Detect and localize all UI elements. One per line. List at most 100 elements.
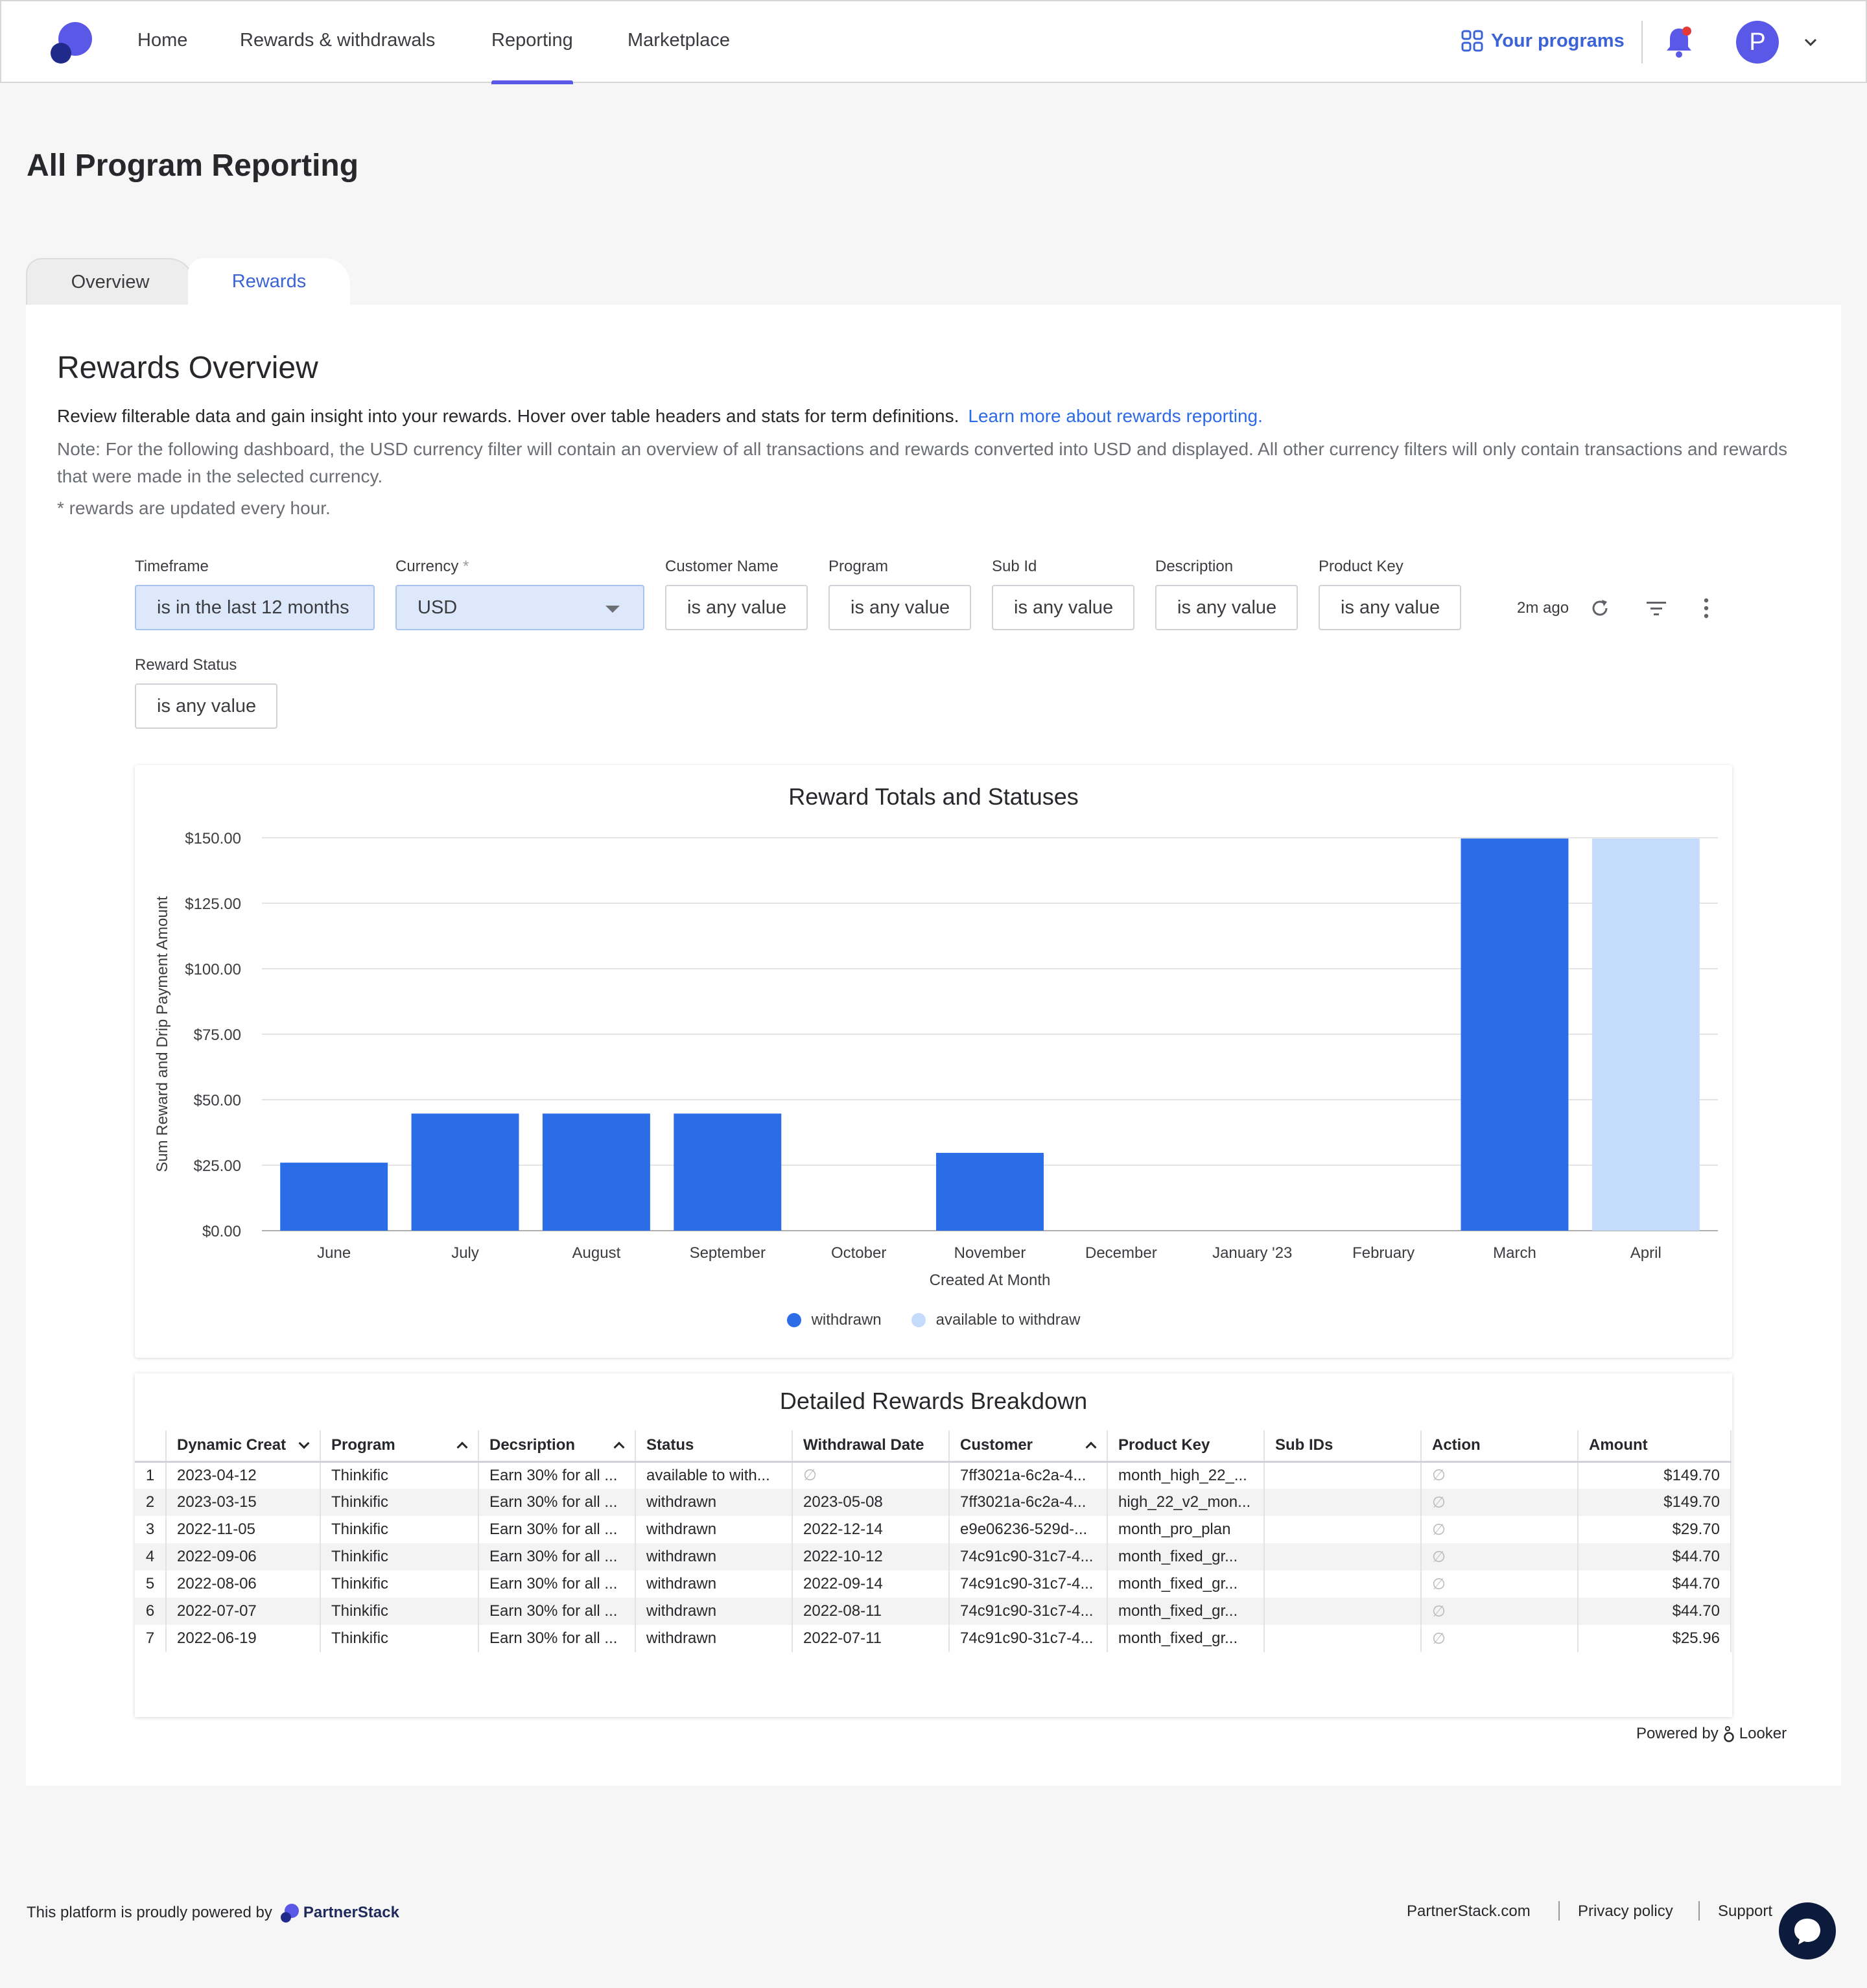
col-program[interactable]: Program (320, 1430, 479, 1463)
chat-button[interactable] (1779, 1902, 1836, 1959)
table-cell: Earn 30% for all ... (478, 1625, 636, 1652)
y-tick-label: $25.00 (194, 1157, 241, 1175)
reward-status-label: Reward Status (135, 656, 237, 674)
table-cell: 2022-06-19 (166, 1625, 321, 1652)
bar-withdrawn (674, 1113, 782, 1231)
table-cell: Thinkific (320, 1516, 479, 1543)
bell-icon[interactable] (1665, 26, 1693, 58)
currency-value: USD (417, 597, 458, 618)
table-cell: 74c91c90-31c7-4... (949, 1543, 1108, 1570)
nav-reporting[interactable]: Reporting (491, 30, 573, 84)
nav-divider (1641, 21, 1643, 64)
table-cell: Thinkific (320, 1625, 479, 1652)
reward-totals-chart: Reward Totals and Statuses $0.00 $25.00 $5… (135, 765, 1732, 1358)
x-tick-label: March (1493, 1244, 1536, 1262)
description-filter[interactable]: is any value (1155, 585, 1298, 630)
col-customer[interactable]: Customer (949, 1430, 1108, 1463)
table-cell: Thinkific (320, 1570, 479, 1598)
table-title: Detailed Rewards Breakdown (779, 1388, 1088, 1414)
footer-powered: This platform is proudly powered by Part… (27, 1902, 399, 1923)
program-filter[interactable]: is any value (828, 585, 971, 630)
y-tick-label: $100.00 (185, 961, 241, 978)
row-index: 5 (135, 1570, 167, 1598)
customer-name-filter[interactable]: is any value (665, 585, 808, 630)
bar-withdrawn (1461, 838, 1569, 1231)
table-cell: Thinkific (320, 1461, 479, 1489)
timeframe-label: Timeframe (135, 558, 209, 575)
tab-rewards[interactable]: Rewards (188, 258, 350, 305)
table-row[interactable]: 5 2022-08-06 Thinkific Earn 30% for all ...… (135, 1570, 1732, 1598)
col-dynamic-created-label: Dynamic Creat (177, 1436, 287, 1454)
col-description[interactable]: Decsription (478, 1430, 636, 1463)
refresh-icon[interactable] (1590, 598, 1610, 619)
table-cell: 7ff3021a-6c2a-4... (949, 1489, 1108, 1516)
nav-rewards-withdrawals[interactable]: Rewards & withdrawals (240, 30, 436, 51)
tab-overview[interactable]: Overview (26, 258, 194, 305)
learn-more-link[interactable]: Learn more about rewards reporting. (968, 406, 1263, 426)
table-cell: ∅ (1421, 1543, 1579, 1570)
sub-id-filter[interactable]: is any value (992, 585, 1134, 630)
col-amount[interactable]: Amount (1578, 1430, 1732, 1463)
table-cell: $149.70 (1578, 1489, 1732, 1516)
nav-home[interactable]: Home (137, 30, 188, 51)
partnerstack-logo-icon (280, 1904, 299, 1923)
legend-withdrawn[interactable]: withdrawn (786, 1311, 882, 1329)
table-cell: ∅ (1421, 1489, 1579, 1516)
table-cell: withdrawn (635, 1543, 793, 1570)
timeframe-filter[interactable]: is in the last 12 months (135, 585, 375, 630)
x-tick-label: October (831, 1244, 886, 1262)
table-cell: month_fixed_gr... (1107, 1543, 1265, 1570)
avatar[interactable]: P (1736, 21, 1779, 64)
table-row[interactable]: 2 2023-03-15 Thinkific Earn 30% for all ...… (135, 1489, 1732, 1516)
more-vert-icon[interactable] (1701, 597, 1711, 620)
col-sub-ids[interactable]: Sub IDs (1264, 1430, 1422, 1463)
y-tick-label: $50.00 (194, 1092, 241, 1109)
nav-marketplace[interactable]: Marketplace (628, 30, 730, 51)
table-cell: 2022-09-14 (792, 1570, 950, 1598)
your-programs-button[interactable]: Your programs (1461, 30, 1625, 52)
table-cell: Earn 30% for all ... (478, 1461, 636, 1489)
sub-id-label: Sub Id (992, 558, 1037, 575)
sort-asc-icon (456, 1441, 468, 1453)
x-tick-label: November (954, 1244, 1026, 1262)
rewards-breakdown-table: Detailed Rewards Breakdown Dynamic Creat… (135, 1373, 1732, 1717)
col-status[interactable]: Status (635, 1430, 793, 1463)
table-cell: 7ff3021a-6c2a-4... (949, 1461, 1108, 1489)
partnerstack-label: PartnerStack (303, 1904, 399, 1921)
footer-powered-text: This platform is proudly powered by (27, 1904, 272, 1921)
reward-status-filter[interactable]: is any value (135, 683, 277, 729)
row-index: 4 (135, 1543, 167, 1570)
table-row[interactable]: 1 2023-04-12 Thinkific Earn 30% for all ...… (135, 1461, 1732, 1489)
col-product-key[interactable]: Product Key (1107, 1430, 1265, 1463)
footer-link-privacy[interactable]: Privacy policy (1578, 1902, 1673, 1920)
legend-available[interactable]: available to withdraw (911, 1311, 1080, 1329)
table-row[interactable]: 3 2022-11-05 Thinkific Earn 30% for all ...… (135, 1516, 1732, 1543)
filter-icon[interactable] (1645, 599, 1667, 617)
footer-link-support[interactable]: Support (1718, 1902, 1773, 1920)
sort-desc-icon (298, 1438, 310, 1449)
table-cell: $25.96 (1578, 1625, 1732, 1652)
table-row[interactable]: 4 2022-09-06 Thinkific Earn 30% for all ...… (135, 1543, 1732, 1570)
partnerstack-brand[interactable]: PartnerStack (280, 1902, 399, 1923)
row-index: 2 (135, 1489, 167, 1516)
table-cell: 74c91c90-31c7-4... (949, 1625, 1108, 1652)
footer-link-partnerstack[interactable]: PartnerStack.com (1407, 1902, 1531, 1920)
col-program-label: Program (331, 1436, 395, 1454)
product-key-filter[interactable]: is any value (1319, 585, 1461, 630)
chat-bubble-icon (1794, 1919, 1820, 1945)
table-cell (1264, 1516, 1422, 1543)
table-cell: 2022-10-12 (792, 1543, 950, 1570)
table-row[interactable]: 7 2022-06-19 Thinkific Earn 30% for all ...… (135, 1625, 1732, 1652)
description-label: Description (1155, 558, 1234, 575)
table-cell: withdrawn (635, 1570, 793, 1598)
chevron-down-icon[interactable] (1803, 35, 1818, 49)
table-cell: ∅ (1421, 1570, 1579, 1598)
app-logo-icon[interactable] (49, 19, 92, 66)
col-dynamic-created[interactable]: Dynamic Creat (166, 1430, 321, 1463)
table-row[interactable]: 6 2022-07-07 Thinkific Earn 30% for all ...… (135, 1598, 1732, 1625)
col-withdrawal-date[interactable]: Withdrawal Date (792, 1430, 950, 1463)
col-action[interactable]: Action (1421, 1430, 1579, 1463)
table-cell: 2023-05-08 (792, 1489, 950, 1516)
x-tick-label: February (1352, 1244, 1415, 1262)
currency-select[interactable]: USD (395, 585, 644, 630)
